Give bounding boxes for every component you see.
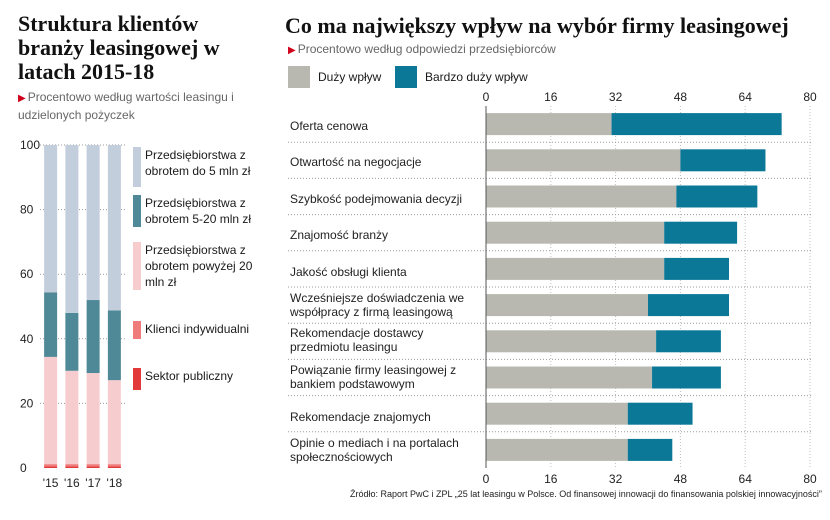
- right-chart-subtitle: ▶ Procentowo według odpowiedzi przedsiębi…: [288, 41, 808, 59]
- bar-segment: [107, 466, 121, 468]
- left-chart-subtitle-text: Procentowo według wartości leasingu i ud…: [18, 90, 234, 122]
- x-tick-label: '15: [43, 476, 59, 490]
- y-tick-label: 20: [20, 396, 34, 410]
- x-tick-label-bottom: 32: [609, 472, 623, 486]
- bar-segment: [107, 310, 121, 381]
- bar-segment: [486, 294, 648, 317]
- bar-segment: [65, 145, 79, 313]
- row-label: Szybkość podejmowania decyzji: [290, 192, 463, 206]
- x-tick-label-top: 64: [739, 90, 753, 104]
- row-label: Otwartość na negocjacje: [290, 155, 422, 169]
- legend-swatch: [133, 147, 141, 187]
- bar-segment: [648, 294, 729, 317]
- legend-label: Przedsiębiorstwa z obrotem powyżej 20 ml…: [145, 243, 253, 289]
- legend-swatch: [395, 66, 417, 88]
- bar-segment: [44, 464, 58, 467]
- legend-label: Przedsiębiorstwa z obrotem 5-20 mln zł: [145, 196, 252, 226]
- row-label: Rekomendacje dostawcy przedmiotu leasing…: [290, 326, 424, 354]
- legend-label: Bardzo duży wpływ: [425, 70, 528, 84]
- x-tick-label-top: 0: [483, 90, 490, 104]
- legend-label: Sektor publiczny: [145, 369, 234, 383]
- left-chart-subtitle: ▶ Procentowo według wartości leasingu i u…: [18, 89, 263, 124]
- bar-segment: [486, 330, 657, 353]
- bar-segment: [107, 380, 121, 465]
- bar-segment: [486, 185, 677, 208]
- bar-segment: [86, 145, 100, 301]
- bar-segment: [627, 438, 673, 461]
- bar-segment: [65, 464, 79, 467]
- x-tick-label-top: 48: [674, 90, 688, 104]
- x-tick-label-top: 16: [544, 90, 558, 104]
- bar-segment: [65, 312, 79, 371]
- right-legend-item: Bardzo duży wpływ: [395, 66, 528, 88]
- bar-segment: [486, 113, 612, 136]
- x-tick-label: '16: [64, 476, 80, 490]
- bar-segment: [107, 464, 121, 467]
- bar-segment: [652, 366, 721, 389]
- row-label: Znajomość branży: [290, 228, 389, 242]
- bar-segment: [627, 402, 693, 425]
- bar-segment: [664, 257, 729, 280]
- y-tick-label: 100: [20, 138, 40, 152]
- legend-swatch: [288, 66, 310, 88]
- row-label: Jakość obsługi klienta: [290, 265, 407, 279]
- source-note: Źródło: Raport PwC i ZPL „25 lat leasing…: [350, 489, 822, 499]
- bar-segment: [486, 149, 681, 172]
- y-tick-label: 40: [20, 332, 34, 346]
- row-label: Rekomendacje znajomych: [290, 410, 431, 424]
- x-tick-label-bottom: 16: [544, 472, 558, 486]
- right-chart-title: Co ma największy wpływ na wybór firmy le…: [285, 13, 789, 38]
- bar-segment: [676, 185, 758, 208]
- x-tick-label: '18: [107, 476, 123, 490]
- bar-segment: [44, 466, 58, 468]
- right-chart-subtitle-text: Procentowo według odpowiedzi przedsiębio…: [297, 42, 556, 56]
- legend-label: Duży wpływ: [318, 70, 382, 84]
- bar-segment: [65, 466, 79, 468]
- x-tick-label-bottom: 64: [739, 472, 753, 486]
- x-tick-label-bottom: 48: [674, 472, 688, 486]
- legend-swatch: [133, 195, 141, 227]
- x-tick-label-top: 32: [609, 90, 623, 104]
- row-label: Opinie o mediach i na portalach społeczn…: [290, 436, 459, 464]
- row-label: Oferta cenowa: [290, 119, 369, 133]
- y-tick-label: 80: [20, 203, 34, 217]
- right-legend-item: Duży wpływ: [288, 66, 381, 88]
- bar-segment: [86, 464, 100, 467]
- left-chart-title: Struktura klientów branży leasingowej w …: [18, 11, 220, 84]
- bar-segment: [486, 402, 628, 425]
- y-tick-label: 60: [20, 267, 34, 281]
- bar-segment: [656, 330, 721, 353]
- bar-segment: [486, 221, 665, 244]
- bar-segment: [486, 366, 653, 389]
- x-tick-label-top: 80: [803, 90, 817, 104]
- legend-label: Klienci indywidualni: [145, 322, 250, 336]
- bar-segment: [664, 221, 738, 244]
- bar-segment: [486, 438, 628, 461]
- bar-segment: [107, 145, 121, 311]
- x-tick-label: '17: [85, 476, 101, 490]
- bar-segment: [86, 373, 100, 465]
- bar-segment: [611, 113, 782, 136]
- legend-swatch: [133, 368, 141, 390]
- bar-segment: [86, 466, 100, 468]
- x-tick-label-bottom: 0: [483, 472, 490, 486]
- legend-swatch: [133, 321, 141, 339]
- row-label: Wcześniejsze doświadczenia we współpracy…: [290, 291, 465, 319]
- bar-segment: [486, 257, 665, 280]
- bar-segment: [86, 300, 100, 374]
- legend-swatch: [133, 242, 141, 290]
- triangle-marker-icon: ▶: [18, 93, 26, 104]
- triangle-marker-icon: ▶: [288, 45, 296, 56]
- bar-segment: [44, 292, 58, 357]
- y-tick-label: 0: [20, 461, 27, 475]
- bar-segment: [65, 370, 79, 465]
- row-label: Powiązanie firmy leasingowej z bankiem p…: [290, 363, 457, 391]
- bar-segment: [44, 145, 58, 293]
- legend-label: Przedsiębiorstwa z obrotem do 5 mln zł: [145, 148, 251, 178]
- bar-segment: [680, 149, 766, 172]
- bar-segment: [44, 356, 58, 465]
- x-tick-label-bottom: 80: [803, 472, 817, 486]
